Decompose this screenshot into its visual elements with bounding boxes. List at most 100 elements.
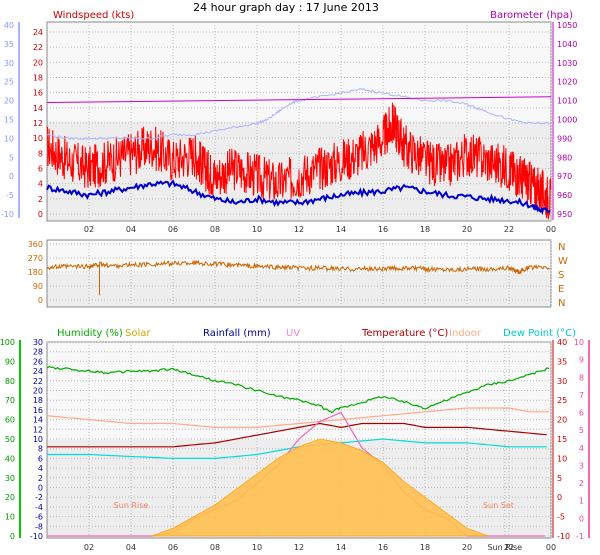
windspeed-tick: 10 (33, 134, 43, 143)
direction-tick: 360 (28, 240, 43, 249)
windspeed-tick: 20 (33, 58, 43, 67)
windspeed-barometer-chart: 02 04 06 08 10 12 14 16 18 20 22 000246810121416182… (1, 10, 577, 234)
wind-x-tick: 16 (378, 225, 388, 234)
wind-x-tick: 12 (294, 225, 304, 234)
gust-scale-tick: 30 (4, 59, 14, 68)
uv-tick: 7 (579, 391, 584, 400)
uv-tick: 0 (579, 514, 584, 523)
direction-tick: 0 (38, 296, 43, 305)
direction-tick: 90 (33, 282, 43, 291)
climate-x-tick: 02 (84, 543, 94, 552)
rainfall-tick: 28 (33, 348, 43, 357)
temperature-tick: 5 (557, 474, 562, 483)
barometer-tick: 1000 (557, 116, 577, 125)
compass-label: W (558, 256, 568, 267)
rainfall-tick: 2 (38, 474, 43, 483)
humidity-label: Humidity (%) (57, 328, 123, 339)
compass-label: N (558, 242, 565, 253)
uv-tick: 5 (579, 426, 584, 435)
indoor-label: Indoor (449, 328, 482, 339)
sunrise-annotation: Sun Rise (114, 501, 149, 510)
humidity-tick: 80 (5, 377, 15, 386)
wind-series-line (46, 87, 550, 141)
climate-series-line (47, 422, 547, 448)
humidity-tick: 20 (5, 493, 15, 502)
rainfall-tick: 12 (33, 425, 43, 434)
climate-x-tick: 00 (546, 543, 556, 552)
barometer-tick: 950 (557, 210, 572, 219)
wind-series-line (46, 96, 552, 103)
barometer-tick: 1010 (557, 97, 577, 106)
barometer-tick: 1030 (557, 59, 577, 68)
barometer-tick: 1040 (557, 40, 577, 49)
direction-tick: 180 (28, 268, 43, 277)
climate-x-tick: 14 (336, 543, 346, 552)
wind-x-tick: 06 (168, 225, 178, 234)
rainfall-tick: 18 (33, 396, 43, 405)
uv-label: UV (286, 328, 300, 339)
barometer-tick: 990 (557, 134, 572, 143)
temperature-tick: 35 (557, 357, 567, 366)
wind-x-tick: 00 (546, 225, 556, 234)
climate-x-tick: 10 (252, 543, 262, 552)
humidity-tick: 50 (5, 435, 15, 444)
gust-scale-tick: -5 (6, 191, 14, 200)
wind-x-tick: 18 (420, 225, 430, 234)
windspeed-tick: 6 (38, 165, 43, 174)
direction-series-line (46, 259, 551, 275)
rainfall-tick: -8 (35, 522, 43, 531)
rainfall-tick: -6 (35, 513, 43, 522)
uv-tick: 8 (579, 373, 584, 382)
solar-label: Solar (125, 328, 151, 339)
climate-x-tick: 22 (504, 543, 514, 552)
rainfall-tick: -4 (35, 503, 43, 512)
rainfall-tick: 22 (33, 377, 43, 386)
rainfall-tick: -10 (30, 532, 43, 541)
compass-label: E (558, 284, 564, 295)
climate-series-line (46, 407, 549, 428)
gust-scale-tick: -10 (1, 210, 14, 219)
uv-tick: 4 (579, 444, 584, 453)
climate-chart: Humidity (%) Solar Rainfall (mm) UV Temperat… (0, 328, 590, 552)
climate-series-line (46, 365, 550, 414)
gust-scale-tick: 20 (4, 97, 14, 106)
uv-tick: 9 (579, 356, 584, 365)
climate-series-line (47, 438, 547, 459)
wind-x-tick: 14 (336, 225, 346, 234)
humidity-tick: 90 (5, 357, 15, 366)
climate-x-tick: 20 (462, 543, 472, 552)
wind-x-tick: 10 (252, 225, 262, 234)
rainfall-tick: -2 (35, 493, 43, 502)
windspeed-tick: 0 (38, 210, 43, 219)
climate-x-tick: 12 (294, 543, 304, 552)
windspeed-tick: 16 (33, 89, 43, 98)
wind-x-tick: 22 (504, 225, 514, 234)
humidity-tick: 10 (5, 513, 15, 522)
temperature-tick: 10 (557, 454, 567, 463)
compass-label: N (558, 298, 565, 309)
windspeed-tick: 24 (33, 28, 43, 37)
temperature-tick: 25 (557, 396, 567, 405)
sunset-annotation: Sun Set (483, 501, 514, 510)
gust-scale-tick: 0 (9, 172, 14, 181)
humidity-tick: 60 (5, 416, 15, 425)
wind-series-line (46, 179, 551, 216)
windspeed-tick: 2 (38, 195, 43, 204)
rainfall-tick: 20 (33, 387, 43, 396)
barometer-tick: 960 (557, 191, 572, 200)
rainfall-tick: 14 (33, 416, 43, 425)
wind-x-tick: 02 (84, 225, 94, 234)
barometer-tick: 1050 (557, 21, 577, 30)
barometer-axis-label: Barometer (hpa) (490, 10, 573, 21)
temperature-label: Temperature (°C) (361, 328, 448, 339)
temperature-tick: -5 (557, 513, 565, 522)
climate-x-tick: Sun Rise (487, 543, 522, 552)
dewpoint-label: Dew Point (°C) (503, 328, 576, 339)
wind-series-line (46, 102, 552, 220)
barometer-tick: 1020 (557, 78, 577, 87)
compass-label: S (558, 270, 564, 281)
rainfall-tick: 4 (38, 464, 43, 473)
climate-x-tick: 06 (168, 543, 178, 552)
